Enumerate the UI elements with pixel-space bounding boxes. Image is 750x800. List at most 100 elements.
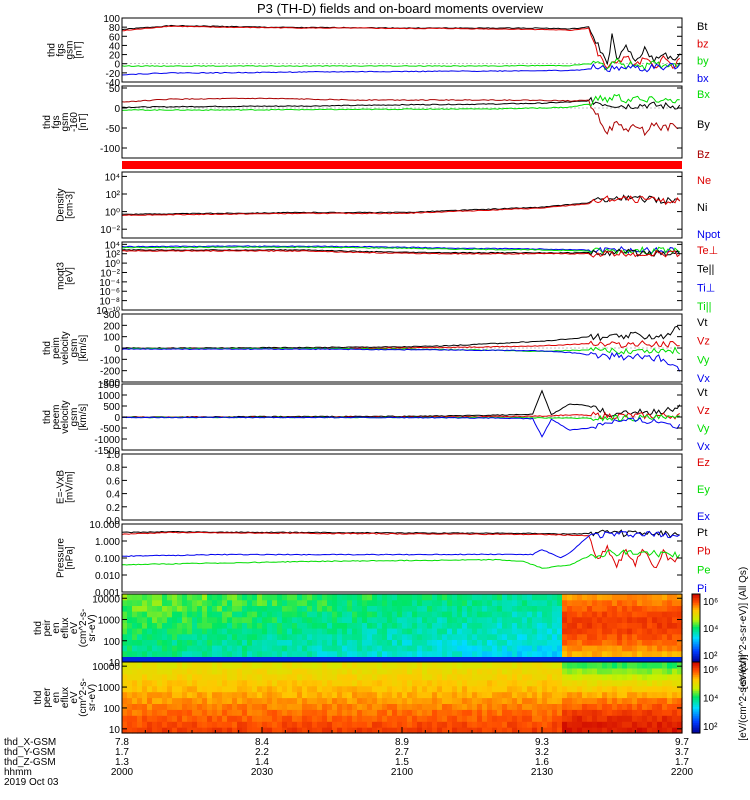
heatmap-cell: [162, 645, 168, 652]
heatmap-cell: [362, 605, 368, 612]
heatmap-cell: [447, 691, 453, 699]
heatmap-cell: [152, 622, 158, 629]
efield-frame: [121, 453, 683, 521]
y-tick-label: 1.000: [95, 537, 120, 548]
heatmap-cell: [312, 645, 318, 652]
heatmap-cell: [602, 662, 608, 669]
heatmap-cell: [247, 628, 253, 635]
heatmap-cell: [457, 715, 463, 722]
colorbar-swatch: [692, 597, 700, 600]
heatmap-cell: [407, 611, 413, 618]
heatmap-cell: [437, 662, 443, 669]
heatmap-cell: [252, 605, 258, 612]
colorbar-swatch: [692, 722, 700, 725]
heatmap-cell: [237, 715, 243, 722]
heatmap-cell: [637, 633, 643, 640]
heatmap-cell: [637, 656, 643, 663]
y-axis-label: fgs: [51, 115, 62, 128]
heatmap-cell: [582, 673, 588, 681]
heatmap-cell: [222, 605, 228, 612]
colorbar-swatch: [692, 651, 700, 655]
heatmap-cell: [277, 721, 283, 728]
heatmap-cell: [592, 662, 598, 669]
colorbar-swatch: [692, 607, 700, 610]
heatmap-cell: [182, 594, 188, 601]
heatmap-cell: [337, 605, 343, 612]
heatmap-cell: [177, 727, 183, 734]
heatmap-cell: [392, 679, 398, 687]
heatmap-cell: [637, 709, 643, 716]
heatmap-cell: [632, 611, 638, 618]
heatmap-cell: [167, 673, 173, 681]
heatmap-cell: [672, 599, 678, 606]
heatmap-cell: [177, 703, 183, 710]
heatmap-cell: [387, 628, 393, 635]
heatmap-cell: [342, 616, 348, 623]
heatmap-cell: [237, 727, 243, 734]
heatmap-cell: [477, 611, 483, 618]
heatmap-cell: [412, 703, 418, 710]
heatmap-cell: [367, 709, 373, 716]
colorbar-swatch: [692, 670, 700, 674]
heatmap-cell: [307, 662, 313, 669]
colorbar-swatch: [692, 641, 700, 644]
heatmap-cell: [437, 691, 443, 699]
heatmap-cell: [472, 633, 478, 640]
heatmap-cell: [292, 662, 298, 669]
y-axis-label: thd: [33, 691, 44, 705]
heatmap-cell: [157, 605, 163, 612]
heatmap-cell: [172, 679, 178, 687]
heatmap-cell: [357, 594, 363, 601]
heatmap-cell: [492, 703, 498, 710]
heatmap-cell: [522, 611, 528, 618]
heatmap-cell: [397, 667, 403, 675]
heatmap-cell: [632, 721, 638, 728]
heatmap-cell: [262, 616, 268, 623]
heatmap-cell: [512, 673, 518, 681]
heatmap-cell: [362, 616, 368, 623]
heatmap-cell: [272, 679, 278, 687]
heatmap-cell: [127, 667, 133, 675]
heatmap-cell: [567, 611, 573, 618]
heatmap-cell: [652, 633, 658, 640]
heatmap-cell: [582, 703, 588, 710]
heatmap-cell: [292, 667, 298, 675]
heatmap-cell: [527, 679, 533, 687]
heatmap-cell: [562, 622, 568, 629]
heatmap-cell: [127, 611, 133, 618]
heatmap-cell: [397, 709, 403, 716]
colorbar-swatch: [692, 636, 700, 639]
heatmap-cell: [172, 721, 178, 728]
heatmap-cell: [677, 727, 683, 734]
heatmap-cell: [482, 616, 488, 623]
heatmap-cell: [167, 703, 173, 710]
heatmap-cell: [542, 616, 548, 623]
heatmap-cell: [467, 605, 473, 612]
heatmap-cell: [502, 673, 508, 681]
heatmap-cell: [632, 703, 638, 710]
heatmap-cell: [287, 633, 293, 640]
heatmap-cell: [557, 727, 563, 734]
y-tick-label: 10⁰: [105, 259, 120, 270]
heatmap-cell: [182, 611, 188, 618]
heatmap-cell: [302, 656, 308, 663]
heatmap-cell: [472, 715, 478, 722]
heatmap-cell: [622, 685, 628, 693]
colorbar-swatch: [692, 731, 700, 734]
heatmap-cell: [647, 673, 653, 681]
heatmap-cell: [662, 691, 668, 699]
heatmap-cell: [412, 727, 418, 734]
heatmap-cell: [187, 599, 193, 606]
heatmap-cell: [487, 691, 493, 699]
heatmap-cell: [137, 709, 143, 716]
heatmap-cell: [502, 703, 508, 710]
heatmap-cell: [292, 639, 298, 646]
y-axis-label: thd: [42, 115, 53, 129]
heatmap-cell: [177, 691, 183, 699]
heatmap-cell: [407, 697, 413, 704]
heatmap-cell: [187, 691, 193, 699]
heatmap-cell: [637, 662, 643, 669]
heatmap-cell: [622, 727, 628, 734]
heatmap-cell: [337, 594, 343, 601]
